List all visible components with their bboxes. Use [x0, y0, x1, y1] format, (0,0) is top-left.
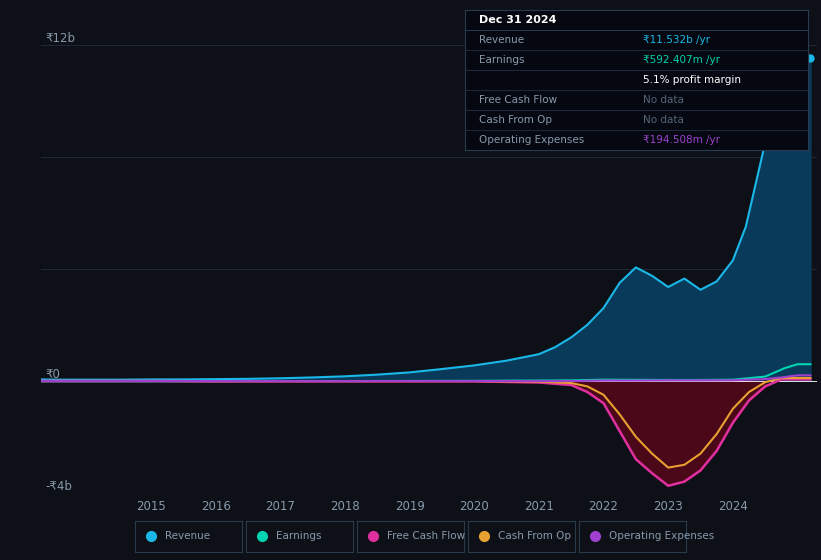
Text: Free Cash Flow: Free Cash Flow: [387, 531, 466, 541]
Text: Cash From Op: Cash From Op: [479, 115, 552, 125]
Text: Earnings: Earnings: [479, 55, 525, 65]
Text: Operating Expenses: Operating Expenses: [608, 531, 714, 541]
Text: ₹592.407m /yr: ₹592.407m /yr: [644, 55, 720, 65]
Text: ₹12b: ₹12b: [45, 32, 75, 45]
Text: ₹194.508m /yr: ₹194.508m /yr: [644, 135, 720, 145]
Text: Revenue: Revenue: [479, 35, 524, 45]
Text: Dec 31 2024: Dec 31 2024: [479, 15, 556, 25]
Text: Operating Expenses: Operating Expenses: [479, 135, 584, 145]
Text: Cash From Op: Cash From Op: [498, 531, 571, 541]
Text: Free Cash Flow: Free Cash Flow: [479, 95, 557, 105]
Text: ₹11.532b /yr: ₹11.532b /yr: [644, 35, 710, 45]
Text: No data: No data: [644, 95, 684, 105]
Text: No data: No data: [644, 115, 684, 125]
Text: 5.1% profit margin: 5.1% profit margin: [644, 75, 741, 85]
Text: ₹0: ₹0: [45, 368, 60, 381]
Text: -₹4b: -₹4b: [45, 480, 71, 493]
Text: Earnings: Earnings: [276, 531, 322, 541]
Text: Revenue: Revenue: [165, 531, 210, 541]
